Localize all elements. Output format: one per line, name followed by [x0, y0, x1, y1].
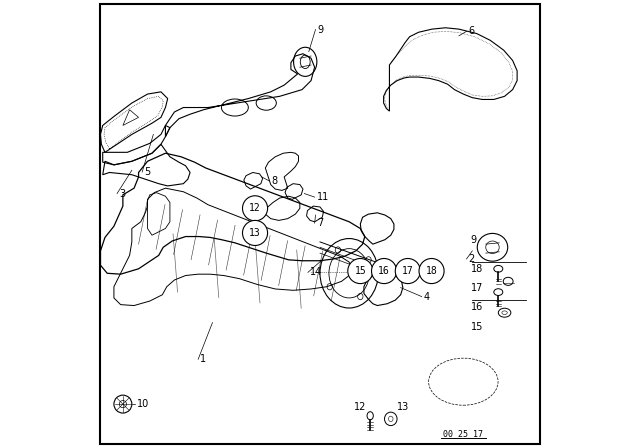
- Circle shape: [371, 258, 397, 284]
- Text: 15: 15: [355, 266, 366, 276]
- Text: 11: 11: [317, 192, 329, 202]
- Text: 18: 18: [426, 266, 437, 276]
- Text: 5: 5: [145, 167, 150, 177]
- Text: 6: 6: [468, 26, 475, 36]
- Text: 00 25 17: 00 25 17: [444, 430, 483, 439]
- Circle shape: [243, 220, 268, 246]
- Text: 7: 7: [317, 218, 323, 228]
- Circle shape: [396, 258, 420, 284]
- Text: 16: 16: [470, 302, 483, 312]
- Text: 17: 17: [470, 283, 483, 293]
- Text: 8: 8: [271, 176, 278, 186]
- Text: 10: 10: [137, 399, 150, 409]
- Text: 13: 13: [249, 228, 261, 238]
- Circle shape: [419, 258, 444, 284]
- Text: 18: 18: [470, 264, 483, 274]
- Text: 2: 2: [468, 254, 475, 264]
- Text: 3: 3: [119, 189, 125, 198]
- Circle shape: [348, 258, 373, 284]
- Text: 14: 14: [310, 267, 323, 277]
- Text: 15: 15: [470, 322, 483, 332]
- Text: 12: 12: [354, 402, 367, 412]
- Text: 12: 12: [249, 203, 261, 213]
- Circle shape: [243, 196, 268, 221]
- Text: 17: 17: [402, 266, 413, 276]
- Text: 13: 13: [397, 402, 410, 412]
- Text: 16: 16: [378, 266, 390, 276]
- Text: 1: 1: [200, 354, 207, 364]
- Text: 9: 9: [470, 235, 477, 245]
- Text: 4: 4: [424, 292, 430, 302]
- Text: 9: 9: [317, 25, 324, 34]
